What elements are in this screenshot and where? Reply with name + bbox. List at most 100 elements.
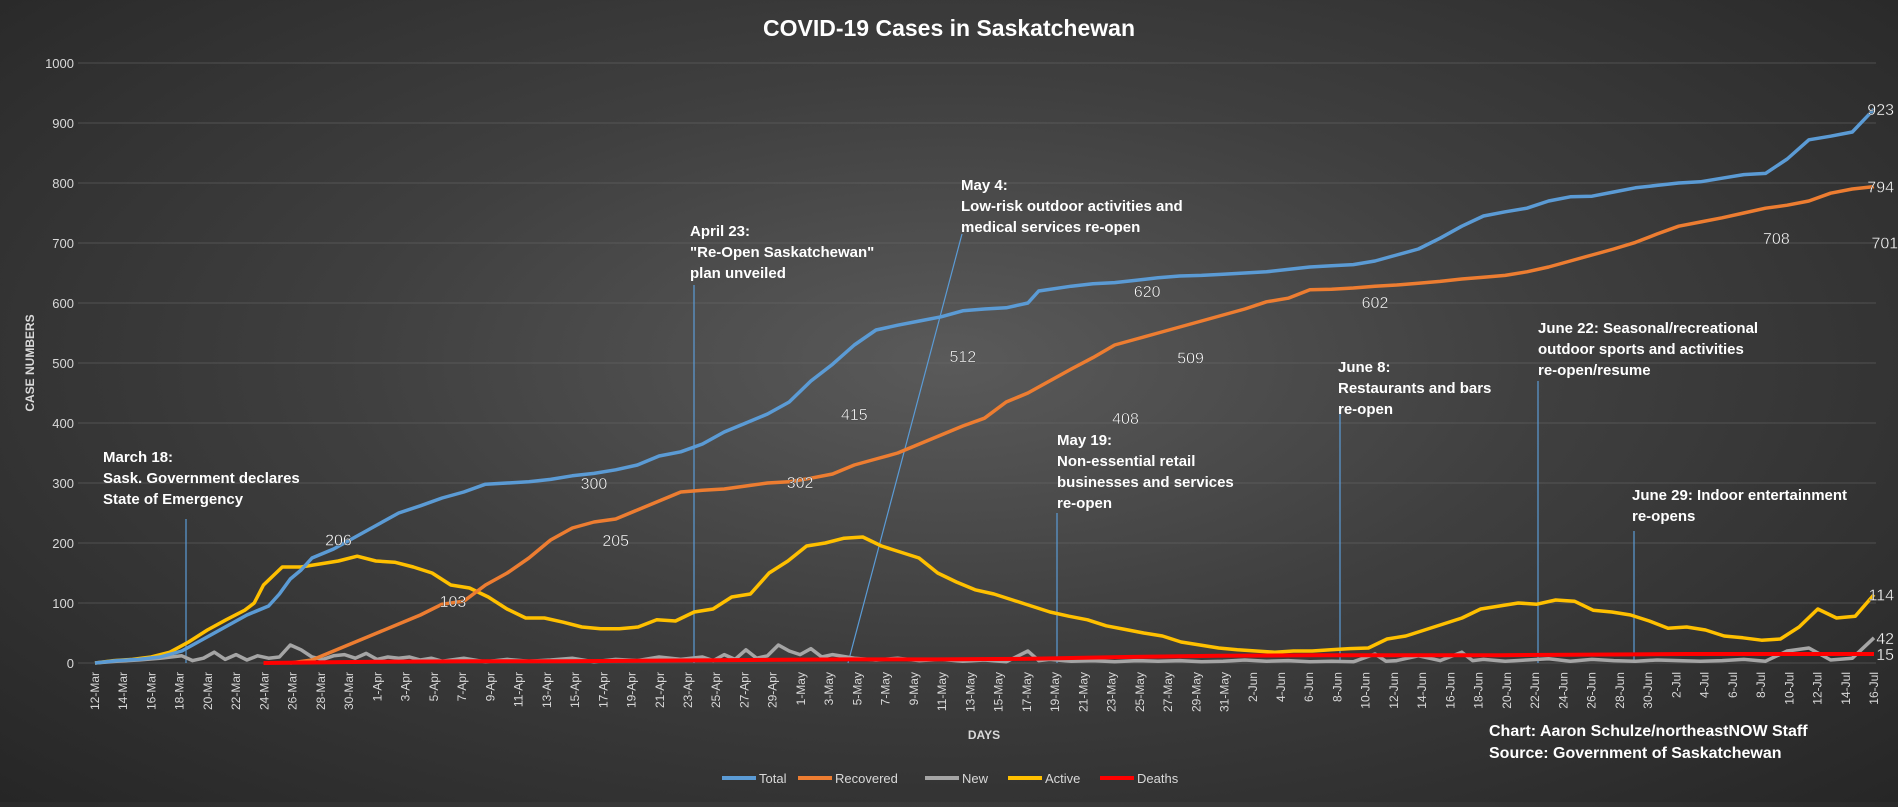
series-line-deaths	[263, 652, 1874, 665]
legend-label-deaths: Deaths	[1137, 771, 1179, 786]
x-tick-label: 7-May	[879, 672, 893, 705]
y-tick-label: 600	[52, 296, 74, 311]
x-tick-label: 24-Jun	[1556, 672, 1570, 709]
x-tick-label: 26-Mar	[286, 672, 300, 710]
x-tick-label: 16-Jul	[1867, 672, 1881, 705]
legend-label-total: Total	[759, 771, 787, 786]
x-tick-label: 6-Jul	[1726, 672, 1740, 698]
x-tick-label: 30-Mar	[342, 672, 356, 710]
annotation-text: Sask. Government declares	[103, 470, 300, 487]
x-tick-label: 4-Jun	[1274, 672, 1288, 702]
x-tick-label: 28-Mar	[314, 672, 328, 710]
x-tick-label: 2-Jun	[1246, 672, 1260, 702]
x-tick-label: 26-Jun	[1585, 672, 1599, 709]
data-label-total: 923	[1867, 102, 1894, 119]
data-label-total: 512	[949, 349, 976, 366]
x-tick-label: 19-Apr	[625, 672, 639, 708]
x-tick-label: 3-May	[822, 672, 836, 705]
annotation-text: outdoor sports and activities	[1538, 341, 1744, 358]
chart-title: COVID-19 Cases in Saskatchewan	[763, 15, 1135, 41]
series-line-active	[94, 535, 1876, 665]
data-label-deaths: 15	[1876, 647, 1894, 664]
x-tick-label: 9-Apr	[483, 672, 497, 701]
y-axis-label: CASE NUMBERS	[23, 314, 37, 411]
annotation-text: plan unveiled	[690, 265, 786, 282]
x-tick-label: 22-Jun	[1528, 672, 1542, 709]
chart-credit: Chart: Aaron Schulze/northeastNOW Staff	[1489, 723, 1808, 740]
data-label-total: 708	[1763, 231, 1790, 248]
x-tick-label: 9-May	[907, 672, 921, 705]
x-tick-label: 16-Jun	[1443, 672, 1457, 709]
x-tick-label: 23-May	[1105, 672, 1119, 712]
annotation-text: re-open	[1057, 495, 1112, 512]
x-tick-label: 21-May	[1076, 672, 1090, 712]
data-label-recovered: 205	[602, 533, 629, 550]
annotation-text: April 23:	[690, 223, 750, 240]
y-tick-label: 1000	[45, 56, 74, 71]
y-tick-label: 300	[52, 476, 74, 491]
data-label-recovered: 794	[1867, 180, 1894, 197]
annotation-text: re-open/resume	[1538, 362, 1651, 379]
x-tick-label: 14-Mar	[116, 672, 130, 710]
annotation-text: May 19:	[1057, 432, 1112, 449]
x-tick-label: 1-May	[794, 672, 808, 705]
data-label-recovered: 701	[1871, 235, 1898, 252]
x-tick-label: 19-May	[1048, 672, 1062, 712]
annotation-text: June 29: Indoor entertainment	[1632, 487, 1847, 504]
x-tick-label: 28-Jun	[1613, 672, 1627, 709]
x-tick-label: 14-Jun	[1415, 672, 1429, 709]
annotation-text: State of Emergency	[103, 491, 244, 508]
x-tick-label: 30-Jun	[1641, 672, 1655, 709]
data-label-active: 206	[325, 532, 352, 549]
annotation-text: June 22: Seasonal/recreational	[1538, 320, 1758, 337]
y-tick-label: 500	[52, 356, 74, 371]
x-tick-label: 5-Apr	[427, 672, 441, 701]
series-line-total	[94, 107, 1876, 665]
x-tick-label: 6-Jun	[1302, 672, 1316, 702]
annotation-text: medical services re-open	[961, 219, 1140, 236]
y-tick-label: 800	[52, 176, 74, 191]
x-tick-label: 11-May	[935, 672, 949, 711]
data-label-total: 300	[581, 476, 608, 493]
annotation-text: re-open	[1338, 401, 1393, 418]
data-label-recovered: 509	[1177, 351, 1204, 368]
x-tick-label: 21-Apr	[653, 672, 667, 708]
y-tick-label: 200	[52, 536, 74, 551]
x-tick-label: 29-May	[1189, 672, 1203, 712]
data-label-total: 415	[841, 407, 868, 424]
annotation-text: Low-risk outdoor activities and	[961, 198, 1183, 215]
legend-label-new: New	[962, 771, 989, 786]
annotation-text: "Re-Open Saskatchewan"	[690, 244, 874, 261]
x-tick-label: 31-May	[1218, 672, 1232, 712]
x-tick-label: 27-Apr	[737, 672, 751, 708]
y-tick-label: 100	[52, 596, 74, 611]
data-label-active: 114	[1868, 588, 1894, 605]
series-line-recovered	[290, 184, 1875, 665]
data-label-recovered: 408	[1112, 411, 1139, 428]
x-tick-label: 25-May	[1133, 672, 1147, 712]
annotation-text: March 18:	[103, 449, 173, 466]
x-tick-label: 18-Mar	[173, 672, 187, 710]
y-tick-label: 0	[67, 656, 74, 671]
x-tick-label: 3-Apr	[399, 672, 413, 701]
x-tick-label: 14-Jul	[1839, 672, 1853, 705]
y-tick-label: 400	[52, 416, 74, 431]
x-tick-label: 11-Apr	[512, 672, 526, 707]
x-tick-label: 27-May	[1161, 672, 1175, 712]
y-tick-label: 700	[52, 236, 74, 251]
annotation-text: re-opens	[1632, 508, 1695, 525]
x-tick-label: 15-Apr	[568, 672, 582, 708]
x-tick-label: 8-Jun	[1330, 672, 1344, 702]
x-tick-label: 12-Jul	[1811, 672, 1825, 705]
x-tick-label: 13-Apr	[540, 672, 554, 708]
annotation-text: May 4:	[961, 177, 1008, 194]
x-tick-label: 18-Jun	[1472, 672, 1486, 709]
x-tick-label: 17-Apr	[596, 672, 610, 708]
series-line-new	[94, 636, 1876, 665]
x-tick-label: 12-Mar	[88, 672, 102, 710]
annotation-text: Restaurants and bars	[1338, 380, 1491, 397]
legend-label-recovered: Recovered	[835, 771, 898, 786]
data-label-new: 42	[1876, 631, 1894, 648]
